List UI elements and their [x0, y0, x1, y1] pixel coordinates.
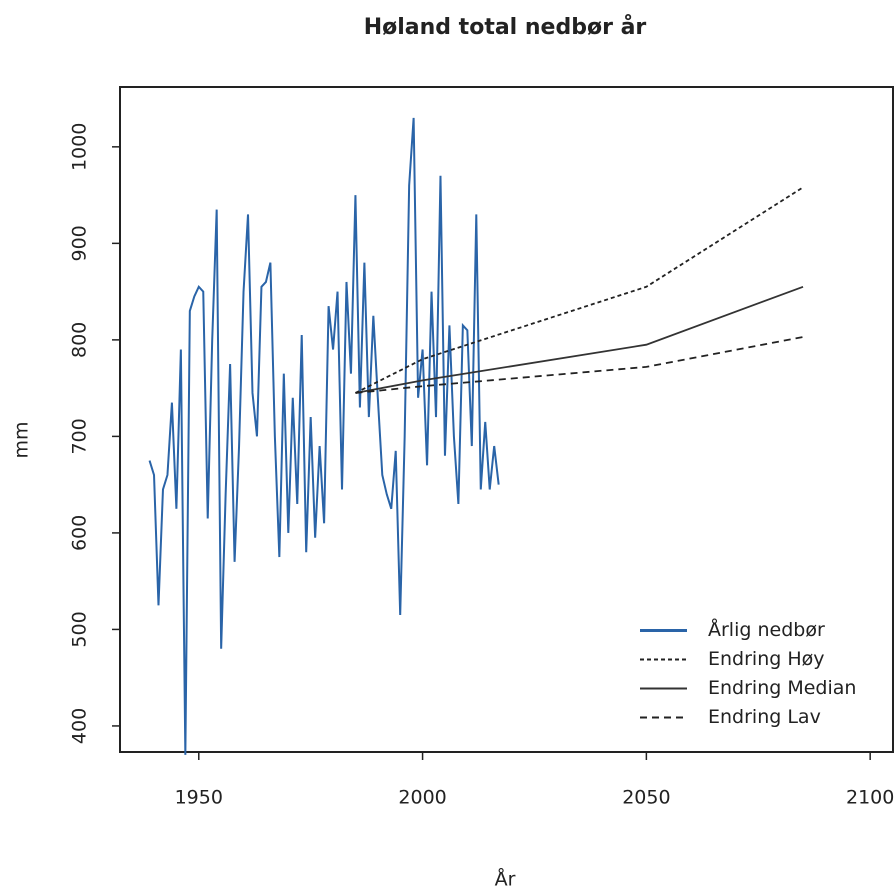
x-tick-label: 2000	[398, 787, 446, 809]
x-tick-label: 1950	[175, 787, 223, 809]
y-tick-label: 600	[69, 515, 91, 551]
plot-frame	[119, 86, 894, 753]
y-axis-label: mm	[11, 421, 33, 458]
legend-label: Endring Median	[708, 677, 856, 699]
legend-label: Endring Lav	[708, 706, 821, 728]
x-axis-label: År	[495, 868, 516, 891]
x-tick-label: 2100	[846, 787, 894, 809]
series-line	[148, 117, 500, 755]
legend-label: Endring Høy	[708, 648, 825, 670]
y-tick-label: 700	[69, 418, 91, 454]
y-tick-label: 800	[69, 322, 91, 358]
y-tick-label: 400	[69, 708, 91, 744]
y-tick-label: 1000	[69, 123, 91, 171]
y-tick-label: 500	[69, 611, 91, 647]
chart-title: Høland total nedbør år	[364, 14, 647, 40]
series-line	[355, 186, 804, 394]
x-tick-label: 2050	[622, 787, 670, 809]
series-line	[355, 285, 804, 394]
legend-label: Årlig nedbør	[708, 618, 825, 641]
y-tick-label: 900	[69, 225, 91, 261]
